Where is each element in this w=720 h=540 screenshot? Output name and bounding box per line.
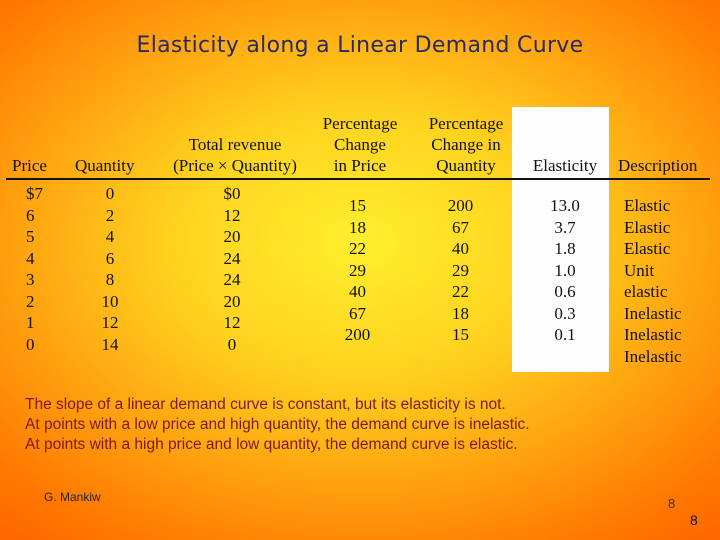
pct-price-cell: 200 bbox=[344, 325, 371, 344]
description-cell: Elastic bbox=[624, 217, 671, 237]
note-line: At points with a low price and high quan… bbox=[25, 416, 530, 433]
price-cell: $7 bbox=[26, 184, 43, 203]
elasticity-cell: 0.3 bbox=[554, 303, 576, 323]
price-cell: 2 bbox=[26, 291, 35, 311]
elasticity-column-highlight bbox=[512, 107, 609, 372]
header-elasticity-label: Elasticity bbox=[532, 156, 598, 175]
header-revenue-line2: (Price × Quantity) bbox=[173, 156, 297, 175]
header-pct-price: Percentage Change in Price bbox=[310, 113, 410, 176]
quantity-cell: 4 bbox=[105, 227, 115, 246]
quantity-column: 0 2 4 6 8 10 12 14 bbox=[90, 183, 130, 355]
description-column: Elastic Elastic Elastic Unit elastic Ine… bbox=[624, 195, 682, 367]
price-cell: 1 bbox=[26, 313, 35, 332]
elasticity-cell: 1.0 bbox=[554, 260, 576, 280]
pct-price-column: 15 18 22 29 40 67 200 bbox=[330, 195, 385, 346]
elasticity-cell: 0.1 bbox=[554, 325, 576, 344]
header-divider bbox=[6, 178, 710, 180]
header-pct-price-line3: in Price bbox=[333, 156, 387, 175]
price-column: $7 6 5 4 3 2 1 0 bbox=[26, 183, 43, 355]
price-cell: 3 bbox=[26, 270, 35, 289]
revenue-cell: 12 bbox=[223, 205, 241, 225]
pct-price-cell: 67 bbox=[349, 303, 366, 323]
description-cell: Inelastic bbox=[624, 303, 682, 323]
revenue-cell: $0 bbox=[223, 184, 241, 203]
pct-quantity-cell: 40 bbox=[452, 239, 469, 258]
header-revenue: Total revenue (Price × Quantity) bbox=[160, 134, 310, 176]
price-cell: 6 bbox=[26, 205, 35, 225]
revenue-cell: 20 bbox=[223, 227, 241, 246]
description-cell: elastic bbox=[624, 282, 668, 301]
header-quantity-label: Quantity bbox=[75, 156, 135, 175]
pct-price-cell: 29 bbox=[349, 260, 366, 280]
note-line: At points with a high price and low quan… bbox=[25, 436, 518, 453]
slide-title: Elasticity along a Linear Demand Curve bbox=[136, 33, 584, 58]
note-line: The slope of a linear demand curve is co… bbox=[25, 396, 506, 413]
header-revenue-line1: Total revenue bbox=[188, 135, 282, 154]
elasticity-cell: 13.0 bbox=[550, 196, 580, 215]
pct-quantity-cell: 22 bbox=[452, 282, 469, 301]
elasticity-cell: 0.6 bbox=[554, 282, 576, 301]
pct-price-cell: 15 bbox=[349, 196, 366, 215]
header-price-label: Price bbox=[12, 156, 47, 175]
header-description-label: Description bbox=[618, 156, 698, 175]
slide-number: 8 bbox=[668, 496, 676, 511]
page-number-footer: 8 bbox=[690, 512, 698, 528]
quantity-cell: 6 bbox=[105, 248, 115, 268]
quantity-cell: 8 bbox=[105, 270, 115, 289]
description-cell: Elastic bbox=[624, 239, 671, 258]
price-cell: 0 bbox=[26, 334, 35, 354]
revenue-cell: 20 bbox=[223, 291, 241, 311]
revenue-cell: 24 bbox=[223, 270, 241, 289]
quantity-cell: 0 bbox=[105, 184, 115, 203]
revenue-column: $0 12 20 24 24 20 12 0 bbox=[207, 183, 257, 355]
header-pct-quantity-line2: Change in bbox=[431, 135, 501, 154]
header-pct-quantity-line3: Quantity bbox=[436, 156, 496, 175]
revenue-cell: 0 bbox=[227, 334, 237, 354]
quantity-cell: 14 bbox=[101, 334, 119, 354]
price-cell: 4 bbox=[26, 248, 35, 268]
author-credit: G. Mankiw bbox=[44, 490, 101, 504]
description-cell: Unit bbox=[624, 260, 655, 280]
header-description: Description bbox=[618, 155, 697, 176]
pct-quantity-cell: 29 bbox=[452, 260, 469, 280]
pct-price-cell: 22 bbox=[349, 239, 366, 258]
header-pct-quantity-line1: Percentage bbox=[428, 114, 504, 133]
summary-notes: The slope of a linear demand curve is co… bbox=[25, 395, 530, 455]
elasticity-cell: 1.8 bbox=[554, 239, 576, 258]
pct-quantity-cell: 67 bbox=[452, 217, 469, 237]
pct-quantity-column: 200 67 40 29 22 18 15 bbox=[433, 195, 488, 346]
pct-price-cell: 18 bbox=[349, 217, 366, 237]
revenue-cell: 12 bbox=[223, 313, 241, 332]
pct-quantity-cell: 200 bbox=[447, 196, 474, 215]
header-pct-price-line1: Percentage bbox=[322, 114, 398, 133]
quantity-cell: 10 bbox=[101, 291, 119, 311]
elasticity-cell: 3.7 bbox=[554, 217, 576, 237]
pct-quantity-cell: 15 bbox=[452, 325, 469, 344]
header-pct-price-line2: Change bbox=[334, 135, 386, 154]
pct-quantity-cell: 18 bbox=[452, 303, 469, 323]
header-quantity: Quantity bbox=[75, 155, 135, 176]
header-price: Price bbox=[12, 155, 47, 176]
header-pct-quantity: Percentage Change in Quantity bbox=[416, 113, 516, 176]
quantity-cell: 2 bbox=[105, 205, 115, 225]
header-elasticity: Elasticity bbox=[520, 155, 610, 176]
price-cell: 5 bbox=[26, 227, 35, 246]
pct-price-cell: 40 bbox=[349, 282, 366, 301]
elasticity-column: 13.0 3.7 1.8 1.0 0.6 0.3 0.1 bbox=[535, 195, 595, 346]
quantity-cell: 12 bbox=[101, 313, 119, 332]
description-cell: Inelastic bbox=[624, 346, 682, 366]
description-cell: Elastic bbox=[624, 196, 671, 215]
revenue-cell: 24 bbox=[223, 248, 241, 268]
description-cell: Inelastic bbox=[624, 325, 682, 344]
